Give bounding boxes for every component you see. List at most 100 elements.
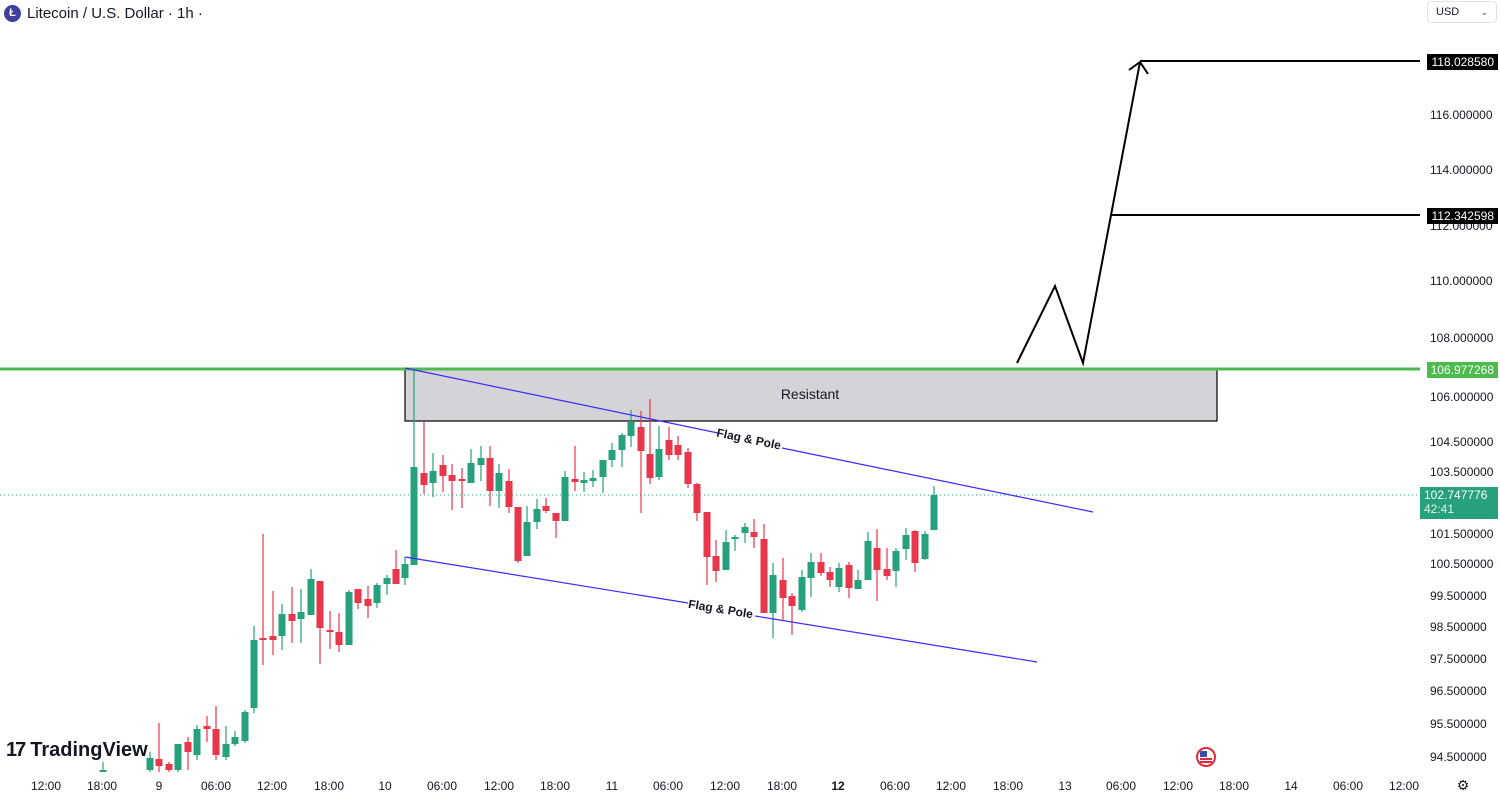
candle — [712, 540, 720, 582]
price-tick-label: 103.500000 — [1430, 465, 1494, 479]
time-tick-label: 06:00 — [201, 779, 231, 793]
resistance-zone[interactable] — [404, 368, 1218, 422]
time-tick-label: 06:00 — [1333, 779, 1363, 793]
target-mid-tag: 112.342598 — [1427, 208, 1498, 224]
candle — [921, 531, 929, 560]
symbol-title[interactable]: Litecoin / U.S. Dollar · 1h · — [27, 4, 203, 22]
price-tick-label: 96.500000 — [1430, 684, 1487, 698]
candle — [373, 583, 381, 608]
candle — [693, 483, 701, 521]
candle — [665, 427, 673, 460]
candle — [439, 455, 447, 492]
price-tick-label: 100.500000 — [1430, 557, 1494, 571]
time-tick-label: 12:00 — [710, 779, 740, 793]
time-tick-label: 18:00 — [993, 779, 1023, 793]
candle — [250, 626, 258, 713]
time-tick-label: 10 — [378, 779, 392, 793]
candle — [892, 548, 900, 587]
candle — [269, 591, 277, 655]
candle — [486, 446, 494, 506]
candle — [354, 589, 362, 609]
price-tick-label: 108.000000 — [1430, 331, 1494, 345]
tradingview-logo[interactable]: 17 TradingView — [6, 739, 148, 762]
candle — [514, 507, 522, 563]
candle — [383, 575, 391, 595]
price-tick-label: 94.500000 — [1430, 750, 1487, 764]
litecoin-icon[interactable]: Ł — [4, 4, 21, 22]
target-high-tag: 118.028580 — [1427, 54, 1498, 70]
candle — [345, 590, 353, 645]
candle — [505, 469, 513, 513]
us-flag-icon[interactable] — [1196, 747, 1216, 767]
candle — [193, 725, 201, 760]
price-tick-label: 106.000000 — [1430, 390, 1494, 404]
candle — [429, 453, 437, 497]
currency-value: USD — [1436, 6, 1460, 18]
candle — [552, 513, 560, 538]
candle — [599, 460, 607, 493]
candle — [854, 570, 862, 589]
candle — [335, 613, 343, 652]
candle — [495, 464, 503, 508]
candle — [750, 519, 758, 548]
candle — [826, 567, 834, 587]
time-tick-label: 18:00 — [767, 779, 797, 793]
candle — [259, 534, 267, 665]
candle — [231, 731, 239, 746]
time-tick-label: 9 — [156, 779, 163, 793]
lower-channel-line[interactable] — [404, 556, 689, 604]
time-tick-label: 18:00 — [314, 779, 344, 793]
candle — [807, 553, 815, 597]
time-axis[interactable]: 12:00 18:00 9 06:00 12:00 18:00 10 06:00 12:00 18… — [31, 779, 1419, 793]
candle — [401, 557, 409, 585]
lower-channel-label: Flag & Pole — [687, 597, 754, 621]
candle — [655, 426, 663, 480]
candle — [458, 468, 466, 508]
lower-channel-line-segment[interactable] — [754, 615, 1038, 663]
candle — [278, 604, 286, 650]
candle — [817, 553, 825, 576]
candle — [769, 563, 777, 638]
candlestick-series — [99, 369, 938, 772]
candle — [864, 532, 872, 580]
time-tick-label: 18:00 — [540, 779, 570, 793]
candle — [288, 587, 296, 643]
candle — [722, 530, 730, 570]
gear-icon[interactable]: ⚙ — [1456, 777, 1470, 793]
candle — [788, 593, 796, 635]
chart-header: Ł Litecoin / U.S. Dollar · 1h · — [0, 0, 203, 26]
price-tick-label: 104.500000 — [1430, 435, 1494, 449]
candle — [646, 399, 654, 484]
candle — [911, 530, 919, 572]
time-tick-label: 12:00 — [1163, 779, 1193, 793]
resistance-zone-label: Resistant — [781, 386, 839, 402]
candle — [212, 706, 220, 760]
candle — [580, 472, 588, 492]
candle — [883, 548, 891, 580]
time-tick-label: 06:00 — [1106, 779, 1136, 793]
candle — [297, 589, 305, 643]
candle — [307, 569, 315, 615]
bar-countdown: 42:41 — [1424, 502, 1455, 516]
candle — [798, 570, 806, 612]
price-tick-label: 99.500000 — [1430, 589, 1487, 603]
time-tick-label: 12:00 — [484, 779, 514, 793]
currency-select[interactable]: USD ⌄ — [1427, 1, 1497, 23]
candle — [184, 737, 192, 770]
candle — [845, 562, 853, 598]
resistance-tag: 106.977268 — [1426, 362, 1498, 378]
candle — [99, 762, 107, 772]
chevron-down-icon: ⌄ — [1480, 6, 1488, 17]
upper-channel-label: Flag & Pole — [715, 426, 782, 453]
candle — [741, 523, 749, 543]
candle — [448, 464, 456, 510]
upper-channel-line-segment[interactable] — [781, 447, 1094, 513]
time-tick-label: 14 — [1284, 779, 1298, 793]
tradingview-logo-text: TradingView — [30, 739, 148, 761]
candle — [174, 744, 182, 772]
projection-path[interactable] — [1016, 61, 1141, 367]
upper-channel-line[interactable] — [404, 367, 719, 434]
candle — [703, 512, 711, 585]
price-axis[interactable]: 116.000000114.000000112.000000110.000000… — [1430, 108, 1494, 764]
